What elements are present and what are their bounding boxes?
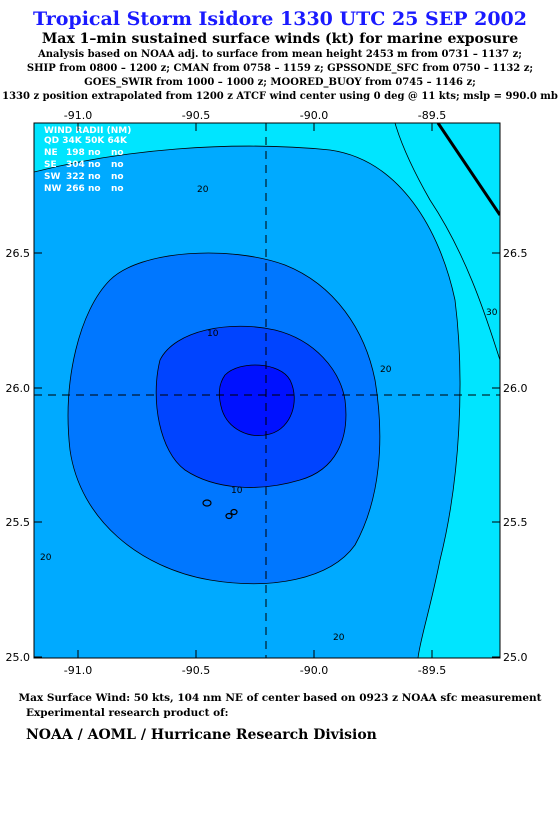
contour-label: 10 — [231, 486, 243, 496]
lat-tick-left: 25.0 — [6, 651, 31, 664]
svg-text:SE: SE — [44, 160, 57, 170]
lon-tick-top: -91.0 — [64, 109, 92, 122]
analysis-line-1: Analysis based on NOAA adj. to surface f… — [37, 49, 522, 60]
wind-contour-field — [34, 123, 500, 658]
analysis-line-2: SHIP from 0800 – 1200 z; CMAN from 0758 … — [26, 63, 534, 74]
small-contour-1 — [202, 499, 212, 507]
analysis-line-3: GOES_SWIR from 1000 – 1000 z; MOORED_BUO… — [84, 77, 476, 88]
wind-radii-row-ne: NE 198 no no — [44, 148, 124, 158]
svg-text:no: no — [111, 148, 124, 158]
lon-tick-top: -89.5 — [418, 109, 446, 122]
svg-text:198: 198 — [66, 148, 85, 158]
wind-radii-header: WIND RADII (NM) — [44, 126, 131, 136]
svg-text:no: no — [111, 172, 124, 182]
lat-tick-right: 25.5 — [503, 516, 528, 529]
small-contour-3 — [230, 508, 238, 516]
svg-text:266: 266 — [66, 184, 85, 194]
wind-radii-row-nw: NW 266 no no — [44, 184, 124, 194]
svg-text:NW: NW — [44, 184, 62, 194]
contour-label: 20 — [333, 633, 345, 643]
lat-tick-right: 26.5 — [503, 247, 528, 260]
lon-tick-top: -90.5 — [182, 109, 210, 122]
map-title: Tropical Storm Isidore 1330 UTC 25 SEP 2… — [32, 8, 527, 30]
max-surface-wind-note: Max Surface Wind: 50 kts, 104 nm NE of c… — [18, 692, 542, 704]
svg-text:no: no — [88, 148, 101, 158]
lon-tick-bottom: -90.0 — [300, 664, 328, 677]
svg-text:no: no — [111, 184, 124, 194]
small-contour-2 — [225, 512, 233, 520]
wind-radii-row-sw: SW 322 no no — [44, 172, 124, 182]
contour-label: 20 — [40, 553, 52, 563]
contour-30 — [394, 123, 500, 361]
svg-text:no: no — [111, 160, 124, 170]
contour-label: 20 — [380, 365, 392, 375]
lon-tick-bottom: -89.5 — [418, 664, 446, 677]
svg-text:NE: NE — [44, 148, 58, 158]
axis-ticks — [34, 123, 500, 658]
lon-tick-bottom: -90.5 — [182, 664, 210, 677]
analysis-line-4: 1330 z position extrapolated from 1200 z… — [2, 91, 558, 102]
wind-radii-columns: QD 34K 50K 64K — [44, 136, 128, 146]
contour-label: 20 — [197, 185, 209, 195]
lat-tick-right: 26.0 — [503, 382, 528, 395]
contour-label: 30 — [486, 308, 498, 318]
wind-radii-row-se: SE 304 no no — [44, 160, 124, 170]
lon-tick-bottom: -91.0 — [64, 664, 92, 677]
map-subtitle: Max 1–min sustained surface winds (kt) f… — [41, 31, 519, 47]
svg-text:no: no — [88, 160, 101, 170]
lon-tick-top: -90.0 — [300, 109, 328, 122]
experimental-note: Experimental research product of: — [26, 707, 229, 719]
contour-label: 10 — [207, 329, 219, 339]
lat-tick-right: 25.0 — [503, 651, 528, 664]
svg-text:no: no — [88, 172, 101, 182]
svg-text:322: 322 — [66, 172, 85, 182]
svg-text:no: no — [88, 184, 101, 194]
lat-tick-left: 26.0 — [6, 382, 31, 395]
thick-boundary-line — [436, 123, 500, 216]
organization-credit: NOAA / AOML / Hurricane Research Divisio… — [26, 727, 377, 743]
lat-tick-left: 25.5 — [6, 516, 31, 529]
contour-core — [218, 364, 295, 436]
plot-frame — [33, 122, 501, 659]
lat-tick-left: 26.5 — [6, 247, 31, 260]
svg-text:304: 304 — [66, 160, 85, 170]
svg-text:SW: SW — [44, 172, 60, 182]
